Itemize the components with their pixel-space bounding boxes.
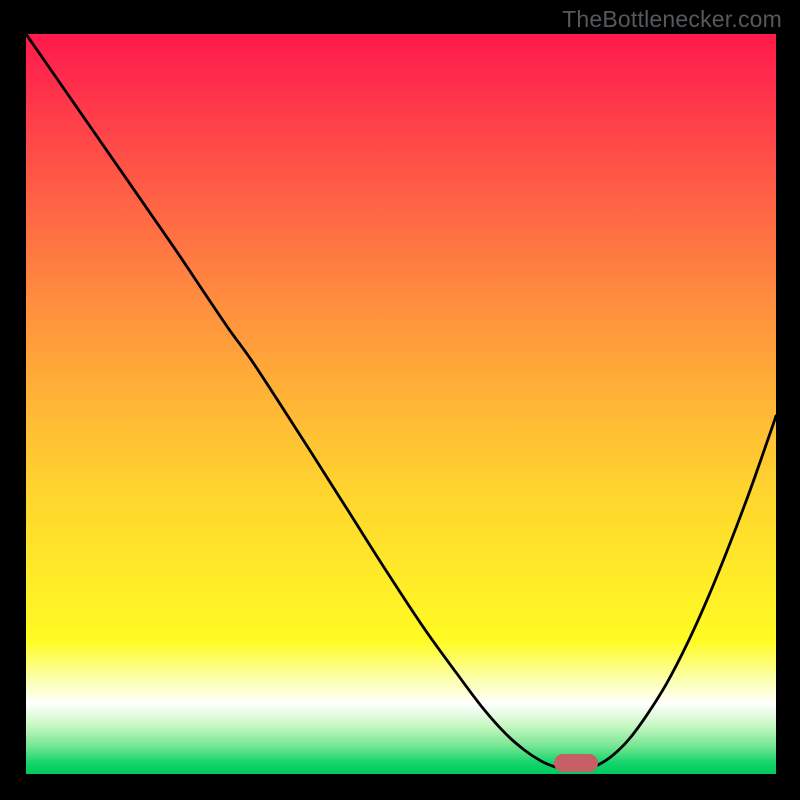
bottleneck-curve [26,34,776,774]
watermark-text: TheBottlenecker.com [562,6,782,33]
plot-area [26,34,776,774]
optimal-marker [554,754,598,772]
chart-container: TheBottlenecker.com [0,0,800,800]
